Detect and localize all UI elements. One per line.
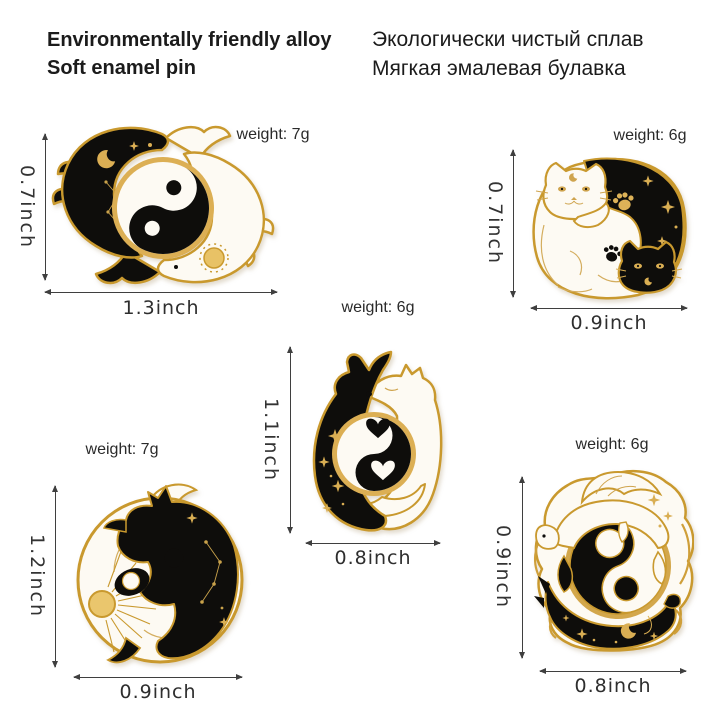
header-title-ru: Экологически чистый сплав Мягкая эмалева… [372,25,644,83]
koi-pin-width-label: 1.3inch [122,297,200,319]
cats-pin-width-label: 0.9inch [570,312,648,334]
header-title-en-line1: Environmentally friendly alloy [47,29,332,51]
cats-pin-weight-label: weight: 6g [613,127,687,144]
wolves-circle-pin-width-arrow [73,674,243,680]
koi-pin-width-arrow [44,289,278,295]
cats-pin-height-arrow [510,149,516,298]
cats-pin-height-label: 0.7inch [484,181,506,266]
wolves-circle-pin-height-label: 1.2inch [26,534,48,619]
wolves-hearts-pin-width-arrow [305,540,441,546]
wolves-hearts-pin-weight-label: weight: 6g [341,299,415,316]
wolves-circle-pin-height-arrow [52,485,58,668]
koi-fish-pin-image [51,125,275,285]
dragons-pin-image [534,469,694,652]
wolves-circle-pin-width-label: 0.9inch [119,681,197,703]
wolves-circle-pin-weight-label: weight: 7g [85,441,159,458]
wolves-circle-pin-image [76,483,244,664]
dragons-pin-width-arrow [539,668,687,674]
wolves-hearts-pin-height-arrow [287,346,293,534]
header-title-en: Environmentally friendly alloy Soft enam… [47,26,332,82]
koi-pin-weight-label: weight: 7g [236,126,310,143]
dragons-pin-width-label: 0.8inch [574,675,652,697]
wolves-hearts-pin-width-label: 0.8inch [334,547,412,569]
cats-pin-width-arrow [530,305,688,311]
dragons-pin-height-label: 0.9inch [492,525,514,610]
header-title-en-line2: Soft enamel pin [47,57,196,79]
dragons-pin-height-arrow [519,476,525,659]
header-title-ru-line1: Экологически чистый сплав [372,28,644,51]
dragons-pin-weight-label: weight: 6g [575,436,649,453]
header-title-ru-line2: Мягкая эмалевая булавка [372,57,626,80]
wolves-hearts-pin-image [312,350,443,532]
cats-pin-image [532,157,687,300]
koi-pin-height-label: 0.7inch [16,164,38,250]
koi-pin-height-arrow [42,133,48,281]
wolves-hearts-pin-height-label: 1.1inch [260,397,282,483]
